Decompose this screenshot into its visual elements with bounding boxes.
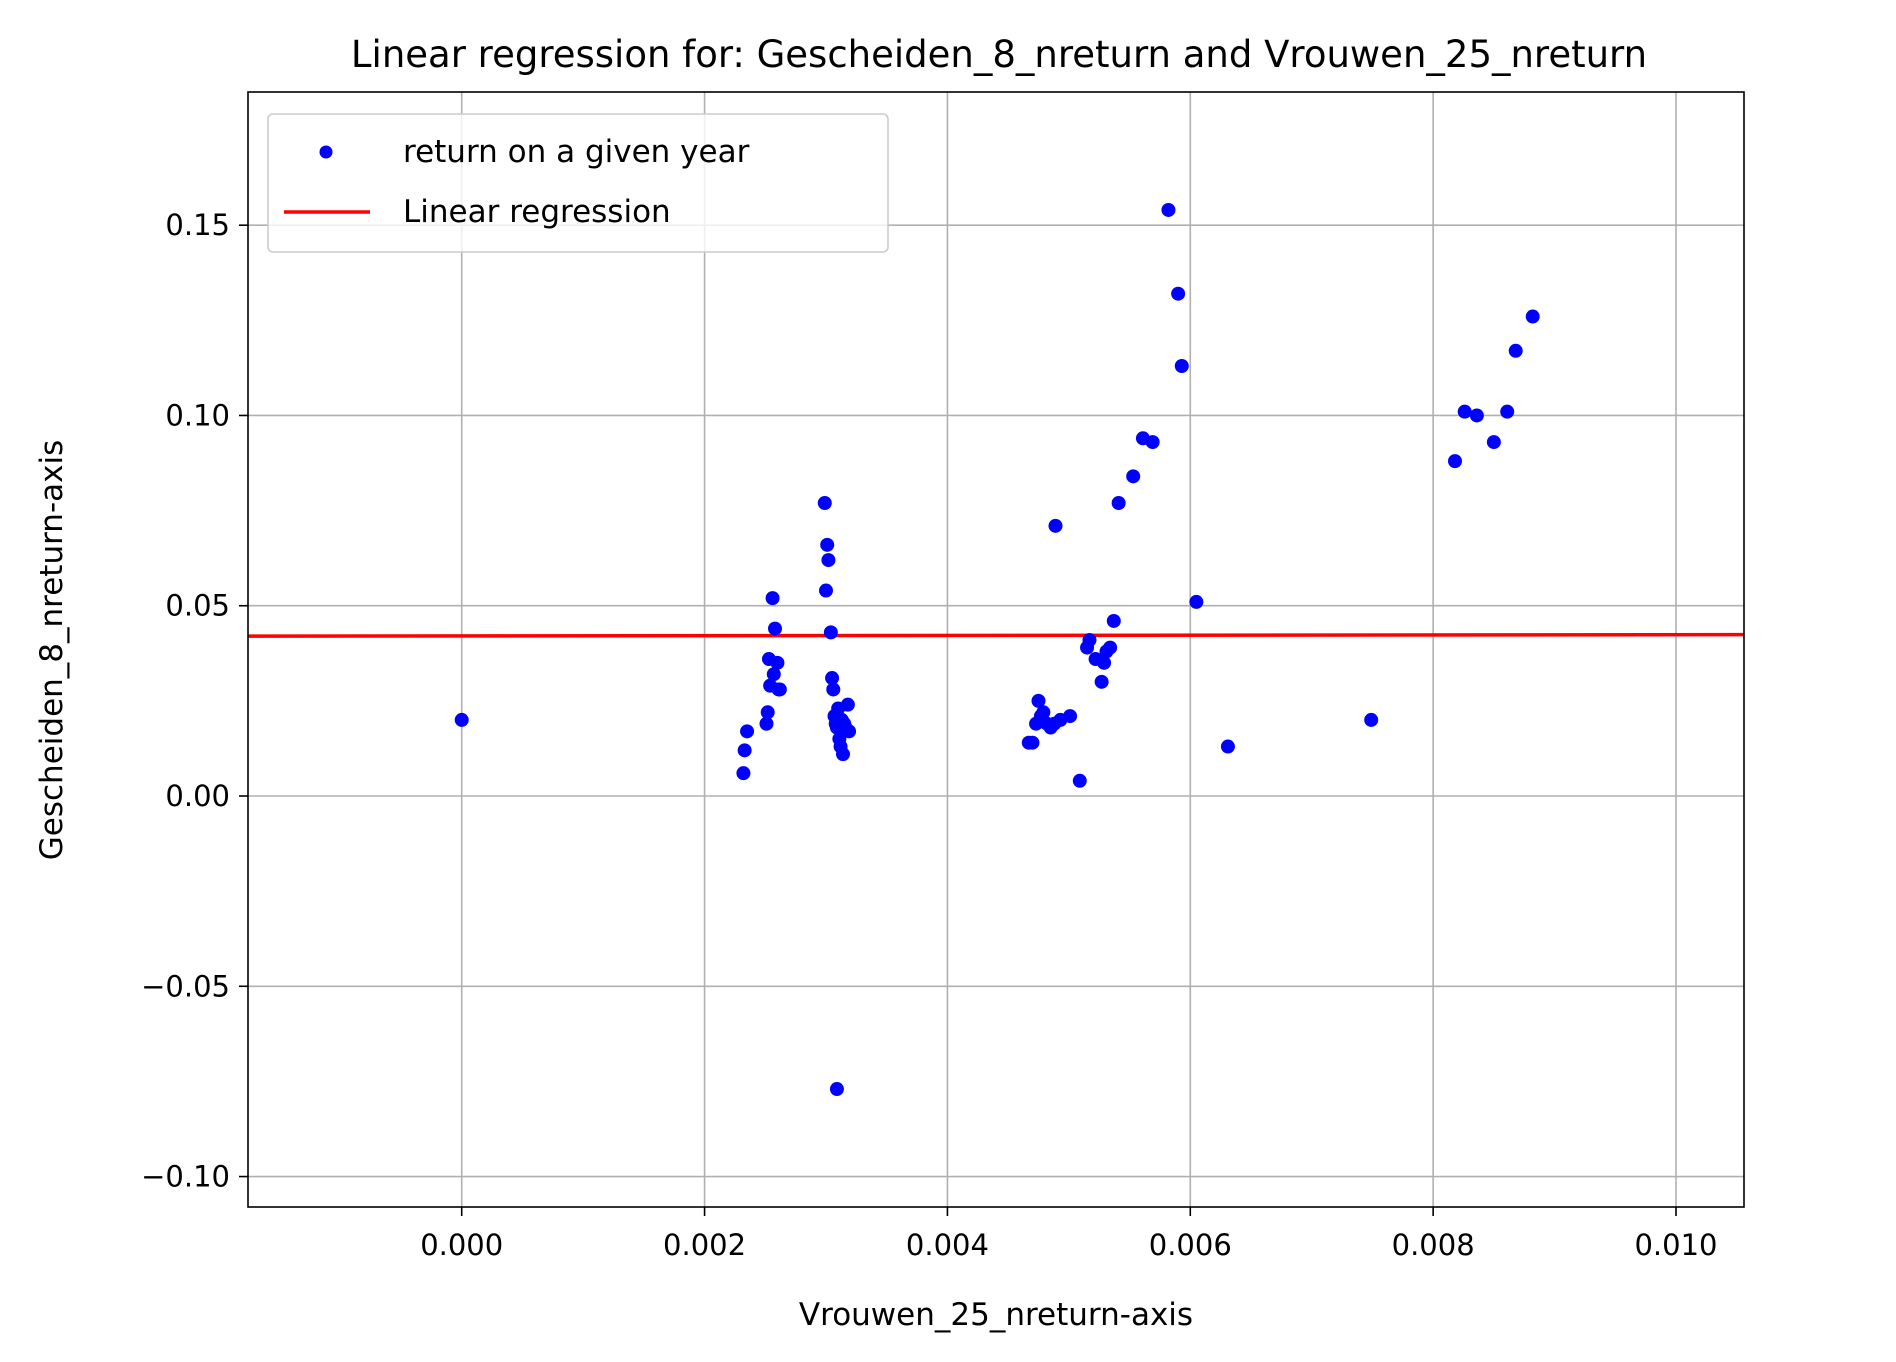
legend: return on a given year Linear regression: [267, 113, 889, 253]
data-point: [1508, 343, 1523, 358]
legend-marker-scatter: [319, 145, 333, 159]
data-point: [772, 682, 787, 697]
regression-line: [247, 632, 1745, 638]
y-tick-label: −0.05: [141, 969, 230, 1003]
data-point: [736, 766, 751, 781]
data-point: [737, 743, 752, 758]
data-point: [823, 625, 838, 640]
x-axis-label: Vrouwen_25_nreturn-axis: [799, 1297, 1193, 1333]
data-point: [1031, 693, 1046, 708]
data-point: [1364, 712, 1379, 727]
plot-frame: [247, 91, 1745, 1208]
data-point: [1126, 469, 1141, 484]
data-point: [1082, 632, 1097, 647]
data-point: [825, 671, 840, 686]
y-tick-label: −0.10: [141, 1160, 230, 1194]
data-point: [1111, 495, 1126, 510]
y-tick-label: 0.00: [165, 779, 230, 813]
y-axis-label: Gescheiden_8_nreturn-axis: [34, 440, 70, 860]
data-point: [770, 655, 785, 670]
data-point: [1103, 640, 1118, 655]
data-point: [1106, 613, 1121, 628]
data-point: [1094, 674, 1109, 689]
grid: [248, 92, 1744, 1207]
scatter-points-layer: [454, 202, 1540, 1097]
data-point: [829, 1082, 844, 1097]
data-point: [1097, 655, 1112, 670]
data-point: [840, 697, 855, 712]
y-tick-label: 0.15: [165, 208, 230, 242]
data-point: [819, 583, 833, 598]
data-point: [454, 712, 469, 727]
data-point: [1072, 773, 1087, 788]
x-tick-label: 0.008: [1392, 1228, 1475, 1262]
data-point: [740, 724, 755, 739]
data-point: [821, 553, 836, 568]
legend-label-scatter: return on a given year: [403, 134, 750, 170]
data-point: [1063, 709, 1078, 724]
data-point: [1500, 404, 1515, 419]
data-point: [820, 537, 835, 552]
data-point: [1189, 594, 1204, 609]
data-point: [826, 682, 841, 697]
data-point: [1448, 454, 1462, 469]
data-point: [1048, 518, 1063, 533]
x-tick-label: 0.006: [1149, 1228, 1232, 1262]
data-point: [1220, 739, 1235, 754]
data-point: [1486, 435, 1501, 450]
data-point: [842, 724, 857, 739]
x-tick-label: 0.002: [663, 1228, 746, 1262]
data-point: [1457, 404, 1472, 419]
x-tick-label: 0.010: [1634, 1228, 1717, 1262]
chart-title: Linear regression for: Gescheiden_8_nret…: [351, 33, 1647, 76]
data-point: [1025, 735, 1040, 750]
regression-line-layer: [247, 632, 1745, 638]
data-point: [1525, 309, 1540, 324]
data-point: [817, 495, 832, 510]
data-point: [836, 747, 850, 762]
legend-box: [267, 113, 889, 253]
data-point: [1036, 705, 1051, 720]
x-tick-label: 0.000: [420, 1228, 503, 1262]
data-point: [1174, 358, 1189, 373]
y-tick-label: 0.10: [165, 398, 230, 432]
data-point: [1469, 408, 1484, 423]
data-point: [1145, 435, 1160, 450]
data-point: [768, 621, 782, 636]
x-tick-label: 0.004: [906, 1228, 989, 1262]
data-point: [765, 591, 780, 606]
data-point: [1171, 286, 1186, 301]
data-point: [766, 667, 781, 682]
data-point: [1161, 202, 1176, 217]
data-point: [760, 705, 775, 720]
axis-ticks: 0.000 0.002 0.004 0.006 0.008 0.010 −0.10 −0.05…: [141, 208, 1717, 1262]
y-tick-label: 0.05: [165, 589, 230, 623]
data-point: [759, 716, 774, 731]
legend-label-line: Linear regression: [403, 194, 671, 230]
